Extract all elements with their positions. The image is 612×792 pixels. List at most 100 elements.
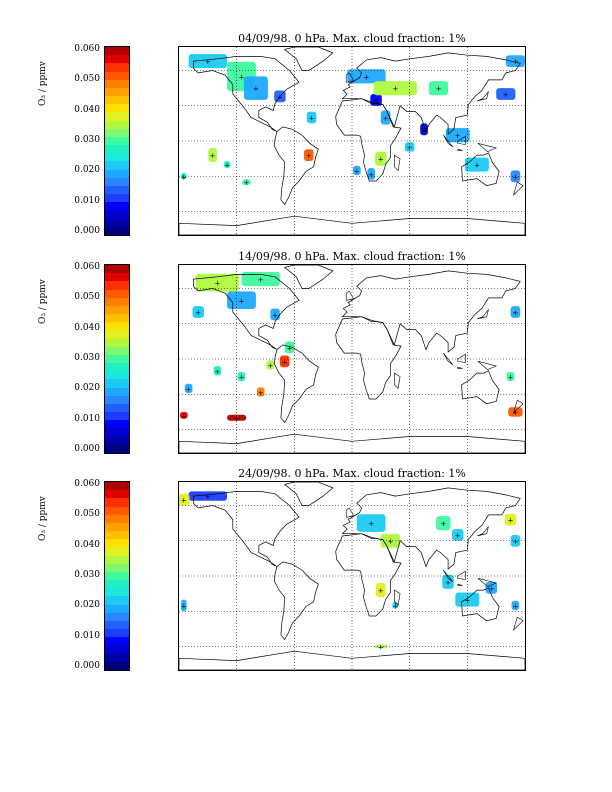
sample-marker: + xyxy=(421,126,427,134)
colorbar-segment xyxy=(105,612,129,621)
colorbar-segment xyxy=(105,629,129,638)
coastline xyxy=(512,616,524,632)
coastline xyxy=(461,152,500,187)
sample-marker: + xyxy=(239,297,245,305)
ozone-patch xyxy=(192,306,204,318)
map-panel-1: O₃ / ppmv 0.060 0.050 0.040 0.030 0.020 0.010… xyxy=(0,32,612,256)
colorbar-tick-label: 0.010 xyxy=(74,630,100,641)
ozone-patch xyxy=(445,128,470,143)
ozone-patch xyxy=(180,411,188,419)
coastline xyxy=(477,578,498,587)
ozone-patch xyxy=(306,111,317,124)
sample-marker: + xyxy=(181,497,187,505)
sample-marker: + xyxy=(512,538,518,546)
coastline xyxy=(335,98,402,182)
colorbar-tick-label: 0.050 xyxy=(74,292,100,303)
colorbar xyxy=(104,481,130,671)
sample-marker: + xyxy=(239,73,245,81)
colorbar-segment xyxy=(105,580,129,589)
colorbar-tick-label: 0.030 xyxy=(74,135,100,145)
colorbar-segment xyxy=(105,79,129,88)
sample-marker: + xyxy=(445,579,451,587)
sample-marker: + xyxy=(210,152,216,160)
sample-marker: + xyxy=(186,385,192,393)
colorbar-segment xyxy=(105,297,129,306)
sample-marker: + xyxy=(205,58,211,66)
ozone-patch xyxy=(256,387,265,397)
colorbar-segment xyxy=(105,63,129,72)
coastline xyxy=(335,533,402,617)
colorbar-segment xyxy=(105,112,129,121)
colorbar-segment xyxy=(105,420,129,429)
ozone-patch xyxy=(373,81,417,96)
colorbar-segment xyxy=(105,596,129,605)
world-map: + + + + + + + + + + + + + + + + + + + + + + + + + xyxy=(178,46,526,236)
colorbar-segment xyxy=(105,289,129,298)
colorbar-tick-label: 0.060 xyxy=(74,479,100,489)
ozone-patch xyxy=(241,272,280,287)
ozone-patch xyxy=(242,179,251,186)
sample-marker: + xyxy=(224,162,230,170)
colorbar-segment xyxy=(105,354,129,364)
sample-marker: + xyxy=(253,85,259,93)
ozone-patch xyxy=(184,383,193,394)
sample-marker: + xyxy=(267,362,273,370)
coastline xyxy=(273,561,319,641)
sample-marker: + xyxy=(258,389,264,397)
ozone-patch xyxy=(237,371,246,382)
ozone-patch xyxy=(510,306,521,318)
colorbar-segment xyxy=(105,571,129,581)
sample-marker: + xyxy=(392,85,398,93)
sample-marker: + xyxy=(282,358,288,366)
colorbar-segment xyxy=(105,436,129,445)
sample-marker: + xyxy=(512,173,518,181)
colorbar xyxy=(104,264,130,454)
sample-marker: + xyxy=(503,91,509,99)
colorbar-segment xyxy=(105,637,129,646)
colorbar-tick-label: 0.020 xyxy=(74,600,100,611)
colorbar-tick-label: 0.040 xyxy=(74,539,100,550)
coastline xyxy=(345,72,355,83)
sample-marker: + xyxy=(383,115,389,123)
colorbar-segment xyxy=(105,128,129,137)
coastline xyxy=(457,583,463,586)
ozone-patch xyxy=(356,514,386,532)
coastline xyxy=(335,316,402,400)
colorbar-segment xyxy=(105,482,129,491)
sample-marker: + xyxy=(181,412,187,420)
coastline xyxy=(457,570,466,580)
coastline xyxy=(512,181,524,197)
ozone-patch xyxy=(227,291,256,309)
coastline xyxy=(283,265,334,289)
colorbar-segment xyxy=(105,202,129,211)
ozone-patch xyxy=(436,516,451,531)
sample-marker: + xyxy=(205,493,211,501)
sample-marker: + xyxy=(378,156,384,164)
sample-marker: + xyxy=(464,597,470,605)
coastline xyxy=(179,433,525,453)
colorbar-segment xyxy=(105,338,129,347)
coastline xyxy=(457,353,466,363)
sample-marker: + xyxy=(512,602,518,610)
sample-marker: + xyxy=(455,532,461,540)
ozone-patch xyxy=(227,414,247,421)
colorbar-segment xyxy=(105,514,129,523)
colorbar-segment xyxy=(105,265,129,274)
colorbar-segment xyxy=(105,322,129,331)
coastline xyxy=(461,370,500,405)
colorbar-segment xyxy=(105,305,129,315)
colorbar xyxy=(104,46,130,236)
ozone-patch xyxy=(179,493,190,506)
coastline xyxy=(457,148,463,151)
colorbar-segment xyxy=(105,96,129,105)
colorbar-segment xyxy=(105,379,129,388)
colorbar-segment xyxy=(105,387,129,396)
colorbar-segment xyxy=(105,145,129,154)
colorbar-label: O₃ / ppmv xyxy=(38,279,48,324)
coastline xyxy=(476,309,489,320)
ozone-patch xyxy=(347,69,386,84)
sample-marker: + xyxy=(239,374,245,382)
sample-marker: + xyxy=(243,179,249,187)
ozone-patch xyxy=(266,360,275,370)
colorbar-segment xyxy=(105,136,129,146)
